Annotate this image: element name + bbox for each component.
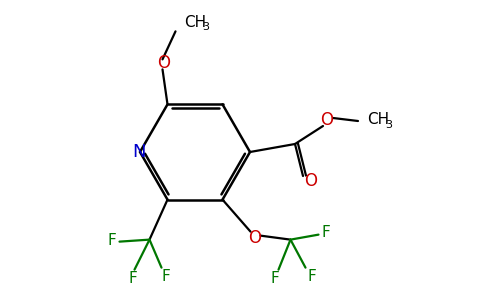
Text: F: F (107, 233, 116, 248)
Text: 3: 3 (202, 22, 210, 32)
Text: O: O (157, 54, 170, 72)
Text: N: N (132, 143, 146, 161)
Text: F: F (270, 271, 279, 286)
Text: F: F (321, 225, 330, 240)
Text: CH: CH (184, 15, 207, 30)
Text: F: F (307, 269, 316, 284)
Text: F: F (128, 271, 137, 286)
Text: 3: 3 (385, 120, 392, 130)
Text: O: O (304, 172, 318, 190)
Text: F: F (161, 269, 170, 284)
Text: CH: CH (367, 112, 389, 127)
Text: O: O (320, 111, 333, 129)
Text: O: O (248, 229, 261, 247)
